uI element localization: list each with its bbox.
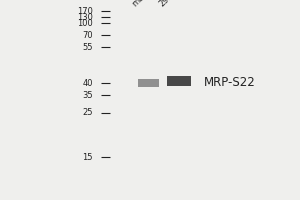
Text: 293T: 293T xyxy=(157,0,178,8)
Bar xyxy=(167,76,191,86)
Text: 70: 70 xyxy=(82,30,93,40)
Text: 25: 25 xyxy=(82,108,93,117)
Text: 100: 100 xyxy=(77,19,93,27)
Text: 55: 55 xyxy=(82,43,93,51)
Text: MRP-S22: MRP-S22 xyxy=(204,76,256,90)
Text: 40: 40 xyxy=(82,78,93,88)
Text: 170: 170 xyxy=(77,6,93,16)
Text: 130: 130 xyxy=(77,12,93,21)
Text: mouse-brain: mouse-brain xyxy=(130,0,174,8)
Text: 15: 15 xyxy=(82,153,93,162)
Text: 35: 35 xyxy=(82,90,93,99)
Bar xyxy=(138,79,159,87)
